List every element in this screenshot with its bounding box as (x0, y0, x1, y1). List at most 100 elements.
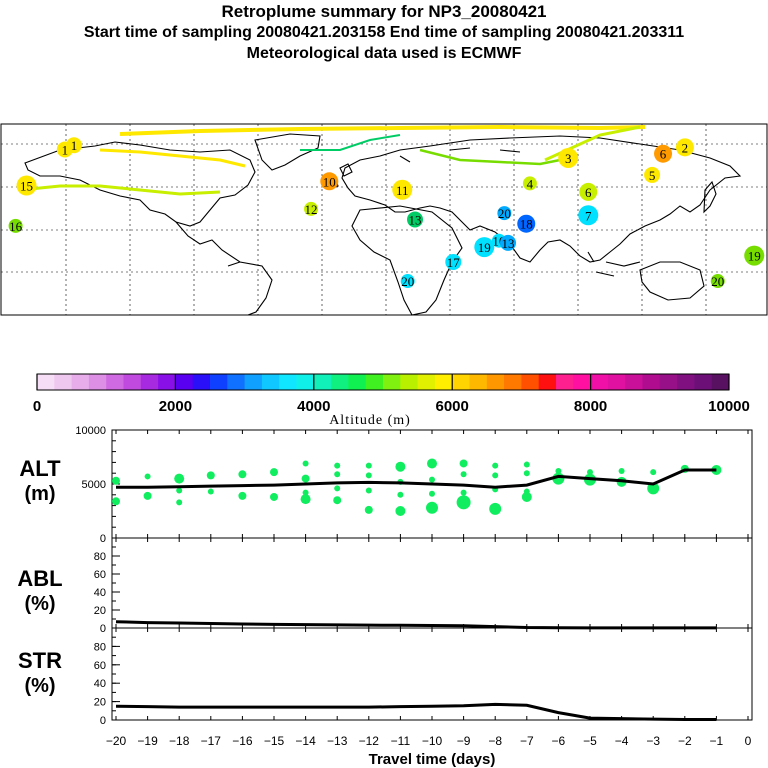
colorbar-swatch (227, 374, 246, 390)
cluster-point (459, 459, 468, 468)
cluster-point (334, 471, 341, 478)
cluster-point (456, 495, 471, 510)
colorbar-swatch (365, 374, 384, 390)
cluster-point (334, 485, 341, 492)
plume-marker (445, 253, 462, 270)
cluster-point (395, 461, 406, 472)
cluster-point (365, 487, 372, 494)
x-tick-label: −5 (583, 734, 597, 748)
plume-day-text: 15 (20, 179, 33, 194)
x-tick-label: −10 (422, 734, 443, 748)
plume-day-text: 19 (478, 240, 491, 255)
cluster-point (364, 505, 373, 514)
y-tick-label: 0 (100, 533, 106, 545)
colorbar-swatch (417, 374, 436, 390)
x-tick-label: −19 (137, 734, 158, 748)
cluster-point (427, 458, 437, 469)
plume-label: 16 (8, 218, 23, 234)
colorbar-swatch (556, 374, 574, 390)
x-tick-label: −13 (327, 734, 348, 748)
x-tick-label: −11 (391, 734, 411, 748)
str-label: STR (18, 648, 62, 673)
plume-label: 15 (16, 175, 37, 196)
cluster-point (523, 461, 530, 468)
cluster-point (460, 489, 467, 496)
y-tick-label: 80 (94, 641, 106, 653)
plume-marker (675, 138, 694, 157)
plot-title: Retroplume summary for NP3_20080421 (221, 2, 547, 21)
cluster-point (238, 470, 247, 479)
x-tick-label: −12 (359, 734, 380, 748)
plume-marker (407, 211, 424, 228)
y-tick-label: 20 (94, 697, 106, 709)
cluster-point (144, 473, 151, 480)
colorbar-swatch (313, 374, 332, 390)
abl-label: ABL (17, 566, 62, 591)
plume-label: 5 (644, 166, 661, 183)
colorbar-label: Altitude (m) (329, 413, 411, 428)
colorbar-swatch (140, 374, 159, 390)
abl-panel-frame (111, 537, 753, 629)
plume-day-text: 1 (71, 138, 78, 153)
cluster-point (174, 473, 185, 484)
str-unit: (%) (24, 675, 55, 697)
plume-day-text: 6 (585, 185, 592, 200)
plume-day-text: 10 (323, 174, 336, 189)
plume-label: 20 (400, 274, 415, 289)
colorbar-swatch (106, 374, 124, 390)
plume-label: 10 (320, 172, 339, 191)
plume-label: 18 (517, 214, 536, 233)
cluster-point (429, 476, 435, 483)
plume-marker (579, 182, 598, 201)
plume-day-text: 6 (660, 147, 667, 162)
plume-marker (392, 179, 413, 200)
plume-day-text: 20 (498, 206, 511, 221)
y-tick-label: 60 (94, 660, 106, 672)
plume-marker (500, 234, 517, 251)
plume-label: 13 (500, 234, 517, 251)
colorbar-tick-label: 4000 (297, 398, 330, 415)
cluster-point (650, 469, 657, 476)
cluster-point (587, 469, 593, 476)
x-tick-label: −8 (488, 734, 502, 748)
cluster-point (426, 501, 438, 514)
plume-label: 2 (675, 138, 694, 157)
colorbar-swatch (590, 374, 609, 390)
colorbar-swatch (296, 374, 315, 390)
cluster-point (555, 468, 562, 475)
cluster-point (492, 472, 499, 479)
y-tick-label: 20 (94, 605, 106, 617)
alt-unit: (m) (24, 483, 55, 505)
plume-marker (8, 218, 23, 233)
y-tick-label: 80 (94, 551, 106, 563)
plume-label: 13 (407, 211, 424, 228)
colorbar-swatch (521, 374, 540, 390)
plume-marker (65, 137, 82, 154)
plume-day-text: 1 (62, 142, 69, 157)
colorbar-tick-label: 8000 (574, 398, 607, 415)
plume-label: 11 (392, 179, 413, 200)
x-tick-label: −9 (457, 734, 471, 748)
abl-series-line (115, 620, 717, 630)
colorbar-swatch (434, 374, 453, 390)
plume-marker (644, 166, 661, 183)
cluster-point (176, 487, 183, 494)
colorbar-tick-label: 10000 (708, 398, 750, 415)
sampling-times: Start time of sampling 20080421.203158 E… (83, 24, 685, 41)
plume-marker (320, 172, 339, 191)
colorbar-swatch (659, 374, 678, 390)
x-tick-label: −1 (710, 734, 724, 748)
colorbar-swatch (54, 374, 73, 390)
abl-panel: 80 60 40 20 0 ABL(%) (17, 537, 753, 635)
plume-day-text: 4 (527, 176, 534, 191)
cluster-point (300, 494, 311, 505)
y-tick-label: 5000 (82, 479, 106, 491)
colorbar-swatch (261, 374, 280, 390)
cluster-point (112, 476, 120, 485)
plume-label: 17 (445, 253, 462, 270)
plume-day-text: 18 (520, 217, 533, 232)
colorbar-swatch (573, 374, 592, 390)
